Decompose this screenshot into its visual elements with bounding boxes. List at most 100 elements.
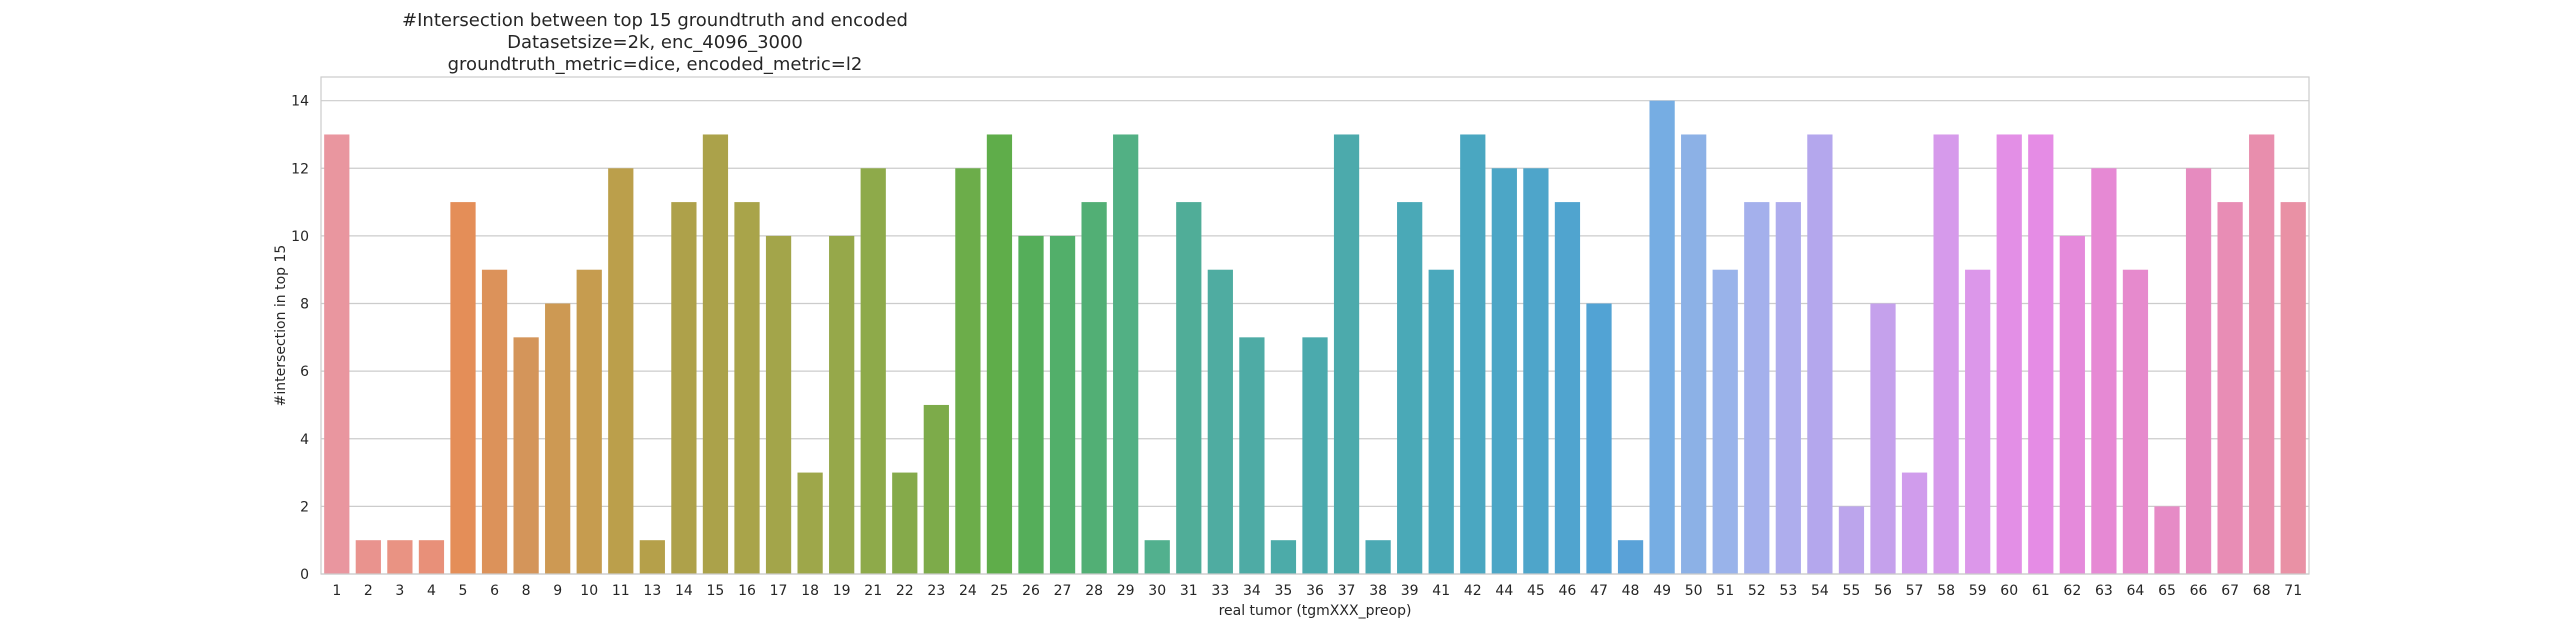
bar: [1681, 134, 1707, 574]
x-tick-label: 45: [1527, 583, 1545, 599]
bar: [387, 540, 413, 574]
bar: [1554, 202, 1581, 574]
x-tick-label: 14: [675, 583, 693, 599]
bar: [1523, 168, 1549, 575]
x-tick-labels: 1 2 3 4 5 6 8 9 10 11 13 14 15 16 17 18 19 21 22 23 24 25 26 27…: [332, 583, 2302, 599]
bar: [1113, 134, 1139, 574]
bars: [324, 100, 2306, 575]
bar: [1901, 472, 1928, 574]
bar: [923, 404, 949, 574]
x-tick-label: 46: [1559, 583, 1577, 599]
bar: [355, 540, 381, 574]
x-tick-label: 48: [1622, 583, 1640, 599]
bar: [1365, 540, 1391, 574]
x-tick-label: 2: [364, 583, 373, 599]
bar: [545, 303, 571, 574]
x-tick-label: 19: [833, 583, 851, 599]
x-tick-label: 38: [1369, 583, 1387, 599]
x-tick-label: 9: [553, 583, 562, 599]
x-tick-label: 36: [1306, 583, 1324, 599]
x-tick-label: 27: [1054, 583, 1072, 599]
x-tick-label: 71: [2284, 583, 2302, 599]
x-tick-label: 61: [2032, 583, 2050, 599]
bar: [608, 168, 634, 575]
bar: [2280, 202, 2306, 574]
x-tick-label: 41: [1432, 583, 1450, 599]
bar: [1649, 100, 1675, 575]
bar: [639, 540, 665, 574]
bar: [829, 235, 855, 574]
x-tick-label: 21: [864, 583, 882, 599]
x-tick-label: 34: [1243, 583, 1261, 599]
bar: [734, 202, 760, 574]
bar: [576, 269, 602, 574]
x-tick-label: 15: [707, 583, 725, 599]
x-tick-label: 42: [1464, 583, 1482, 599]
bar: [765, 235, 792, 574]
bar: [1996, 134, 2022, 574]
x-tick-label: 8: [522, 583, 531, 599]
bar: [513, 337, 539, 574]
x-tick-label: 54: [1811, 583, 1829, 599]
y-tick-label: 10: [291, 229, 309, 245]
bar: [1049, 235, 1076, 574]
x-tick-label: 56: [1874, 583, 1892, 599]
x-tick-label: 67: [2221, 583, 2239, 599]
bar: [1018, 235, 1044, 574]
bar: [1428, 269, 1454, 574]
x-tick-label: 58: [1937, 583, 1955, 599]
x-tick-label: 10: [580, 583, 598, 599]
x-tick-label: 55: [1843, 583, 1861, 599]
plot-frame: [320, 76, 2310, 575]
x-tick-label: 13: [643, 583, 661, 599]
x-tick-label: 1: [332, 583, 341, 599]
chart-title-line-3: groundtruth_metric=dice, encoded_metric=…: [447, 54, 863, 75]
x-tick-label: 11: [612, 583, 630, 599]
bar: [2185, 168, 2212, 575]
x-tick-label: 3: [395, 583, 404, 599]
x-tick-label: 24: [959, 583, 977, 599]
y-tick-label: 8: [300, 297, 309, 313]
bar: [702, 134, 729, 574]
x-tick-label: 6: [490, 583, 499, 599]
bar: [1617, 540, 1644, 574]
bar: [1586, 303, 1612, 574]
chart-title-line-1: #Intersection between top 15 groundtruth…: [402, 10, 908, 31]
x-tick-label: 68: [2253, 583, 2271, 599]
x-tick-label: 60: [2000, 583, 2018, 599]
x-tick-label: 23: [927, 583, 945, 599]
bar: [418, 540, 445, 574]
x-tick-label: 16: [738, 583, 756, 599]
bar: [1933, 134, 1959, 574]
x-tick-label: 65: [2158, 583, 2176, 599]
x-tick-label: 28: [1085, 583, 1103, 599]
bar: [986, 134, 1013, 574]
x-tick-label: 39: [1401, 583, 1419, 599]
x-tick-label: 52: [1748, 583, 1766, 599]
x-tick-label: 22: [896, 583, 914, 599]
bar: [450, 202, 476, 574]
bar: [1081, 202, 1107, 574]
x-tick-label: 35: [1275, 583, 1293, 599]
y-tick-label: 12: [291, 161, 309, 177]
bar: [797, 472, 823, 574]
bar: [2249, 134, 2275, 574]
x-tick-label: 59: [1969, 583, 1987, 599]
bar: [955, 168, 981, 575]
x-tick-label: 53: [1779, 583, 1797, 599]
x-tick-label: 64: [2127, 583, 2145, 599]
x-tick-label: 30: [1148, 583, 1166, 599]
x-tick-label: 25: [991, 583, 1009, 599]
x-tick-label: 5: [459, 583, 468, 599]
y-tick-label: 14: [291, 94, 309, 110]
x-tick-label: 37: [1338, 583, 1356, 599]
bar: [892, 472, 918, 574]
x-tick-label: 62: [2063, 583, 2081, 599]
bar: [671, 202, 697, 574]
bar: [1775, 202, 1801, 574]
bar: [1965, 269, 1991, 574]
bar: [1460, 134, 1486, 574]
x-tick-label: 31: [1180, 583, 1198, 599]
bar: [1176, 202, 1202, 574]
